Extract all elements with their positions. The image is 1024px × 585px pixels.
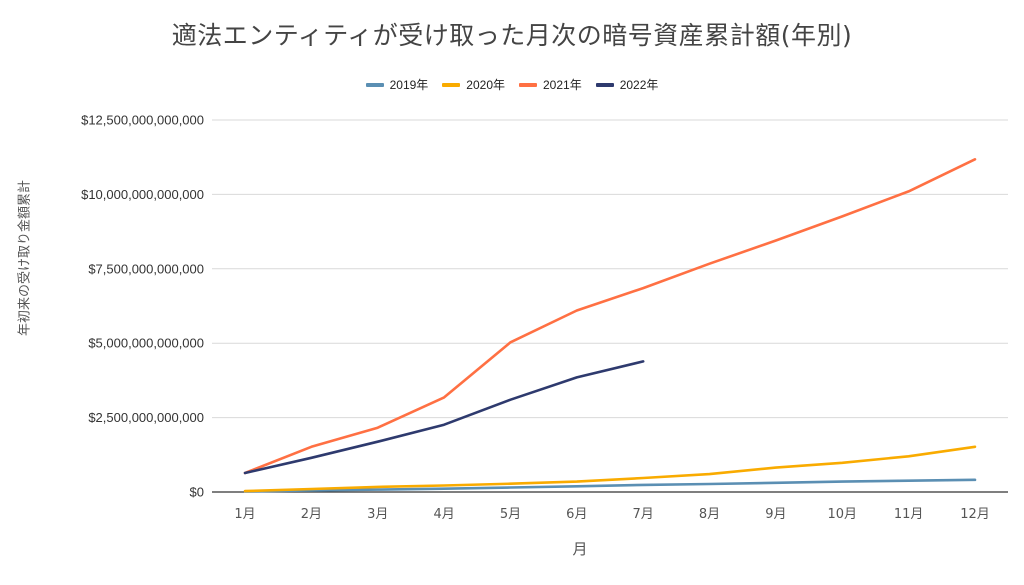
x-tick-label: 1月 bbox=[234, 507, 255, 522]
y-tick-label: $10,000,000,000,000 bbox=[81, 187, 204, 202]
y-tick-label: $12,500,000,000,000 bbox=[81, 113, 204, 128]
x-tick-label: 12月 bbox=[960, 507, 990, 522]
legend-label: 2020年 bbox=[466, 78, 505, 92]
x-tick-label: 7月 bbox=[633, 507, 654, 522]
x-tick-label: 4月 bbox=[433, 507, 454, 522]
x-axis-label: 月 bbox=[572, 540, 588, 558]
legend-item-2020[interactable]: 2020年 bbox=[442, 76, 505, 93]
x-tick-label: 10月 bbox=[827, 507, 857, 522]
legend-label: 2021年 bbox=[543, 78, 582, 92]
legend-swatch bbox=[442, 82, 461, 87]
x-tick-label: 11月 bbox=[894, 507, 924, 522]
y-tick-labels: $0 $2,500,000,000,000 $5,000,000,000,000 $7… bbox=[81, 113, 204, 500]
y-tick-label: $0 bbox=[190, 485, 204, 500]
legend-swatch bbox=[595, 82, 614, 87]
y-tick-label: $2,500,000,000,000 bbox=[88, 410, 204, 425]
legend-swatch bbox=[519, 82, 537, 87]
y-tick-label: $5,000,000,000,000 bbox=[88, 336, 204, 351]
x-tick-label: 6月 bbox=[566, 507, 587, 522]
chart-title: 適法エンティティが受け取った月次の暗号資産累計額(年別) bbox=[171, 21, 853, 50]
legend-item-2019[interactable]: 2019年 bbox=[365, 76, 429, 93]
series-line-2022年[interactable] bbox=[243, 360, 645, 475]
x-tick-label: 9月 bbox=[765, 507, 786, 522]
legend-swatch bbox=[365, 82, 384, 87]
legend-label: 2022年 bbox=[619, 78, 659, 92]
gridlines bbox=[212, 119, 1008, 493]
x-tick-label: 2月 bbox=[301, 507, 322, 522]
legend-item-2022[interactable]: 2022年 bbox=[595, 76, 659, 93]
legend: 2019年 2020年 2021年 2022年 bbox=[0, 76, 1024, 93]
x-tick-label: 8月 bbox=[699, 507, 720, 522]
series-line-2020年[interactable] bbox=[243, 445, 977, 493]
series-line-2021年[interactable] bbox=[243, 158, 977, 475]
series-lines bbox=[243, 158, 977, 493]
x-tick-label: 3月 bbox=[367, 507, 388, 522]
x-tick-label: 5月 bbox=[500, 507, 521, 522]
legend-label: 2019年 bbox=[389, 78, 429, 92]
series-line-2019年[interactable] bbox=[243, 478, 977, 493]
x-tick-labels: 1月 2月 3月 4月 5月 6月 7月 8月 9月 10月 11月 12月 bbox=[234, 507, 989, 522]
y-tick-label: $7,500,000,000,000 bbox=[88, 261, 204, 276]
legend-item-2021[interactable]: 2021年 bbox=[519, 76, 582, 93]
y-axis-label: 年初来の受け取り金額累計 bbox=[17, 179, 33, 337]
